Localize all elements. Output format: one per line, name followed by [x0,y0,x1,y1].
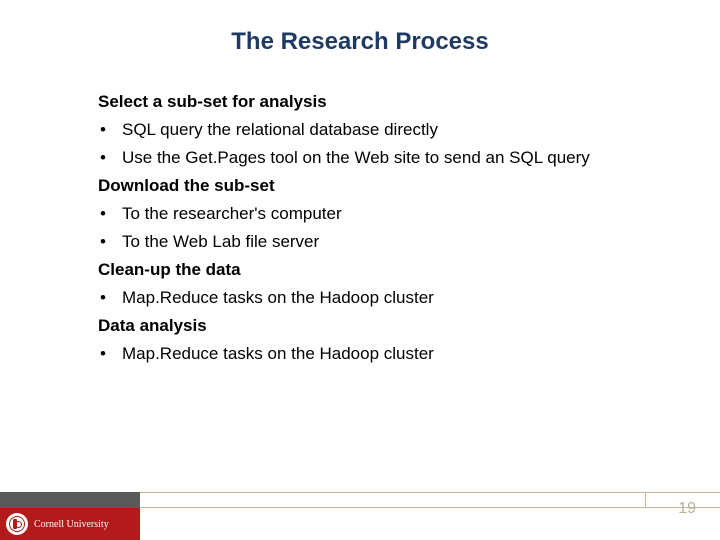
cornell-logo-block: Cornell University [0,508,140,540]
bullet-item: To the researcher's computer [98,200,680,228]
footer-bottom: Cornell University [0,508,720,540]
bullet-item: Map.Reduce tasks on the Hadoop cluster [98,284,680,312]
section-heading: Download the sub-set [98,172,680,200]
bullet-item: Use the Get.Pages tool on the Web site t… [98,144,680,172]
slide-footer: Cornell University 19 [0,492,720,540]
footer-divider [0,492,720,508]
slide-title: The Research Process [0,0,720,64]
section-heading: Clean-up the data [98,256,680,284]
footer-spacer [140,508,720,540]
bullet-item: Map.Reduce tasks on the Hadoop cluster [98,340,680,368]
bullet-item: SQL query the relational database direct… [98,116,680,144]
section-heading: Data analysis [98,312,680,340]
page-number: 19 [678,500,696,518]
cornell-seal-icon [6,513,28,535]
slide-content: Select a sub-set for analysis SQL query … [98,88,680,368]
bullet-item: To the Web Lab file server [98,228,680,256]
footer-tan-rule [140,492,720,508]
footer-gray-block [0,492,140,508]
section-heading: Select a sub-set for analysis [98,88,680,116]
slide: The Research Process Select a sub-set fo… [0,0,720,540]
university-name: Cornell University [34,519,109,530]
